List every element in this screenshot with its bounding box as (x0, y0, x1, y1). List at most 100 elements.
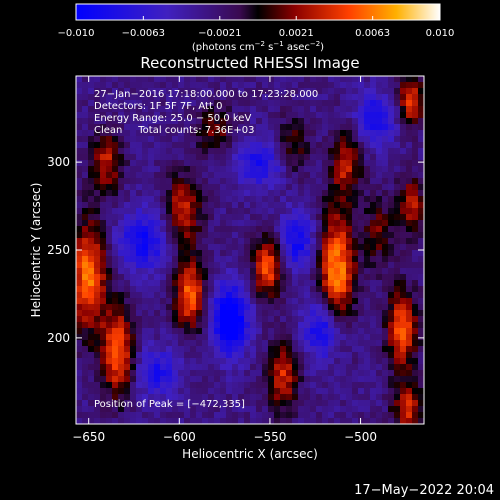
heatmap-cell (268, 226, 275, 233)
heatmap-cell (418, 334, 425, 341)
heatmap-cell (418, 250, 425, 257)
heatmap-cell (346, 166, 353, 173)
heatmap-cell (292, 154, 299, 161)
heatmap-cell (280, 388, 287, 395)
heatmap-cell (208, 310, 215, 317)
heatmap-cell (148, 142, 155, 149)
heatmap-cell (400, 328, 407, 335)
heatmap-cell (370, 406, 377, 413)
heatmap-cell (418, 214, 425, 221)
heatmap-cell (238, 292, 245, 299)
heatmap-cell (106, 340, 113, 347)
heatmap-cell (238, 106, 245, 113)
heatmap-cell (202, 172, 209, 179)
heatmap-cell (232, 298, 239, 305)
heatmap-cell (88, 334, 95, 341)
heatmap-cell (106, 352, 113, 359)
heatmap-cell (82, 82, 89, 89)
heatmap-cell (262, 316, 269, 323)
heatmap-cell (94, 172, 101, 179)
heatmap-cell (190, 190, 197, 197)
heatmap-cell (112, 142, 119, 149)
heatmap-cell (394, 112, 401, 119)
heatmap-cell (160, 274, 167, 281)
heatmap-cell (328, 310, 335, 317)
heatmap-cell (376, 346, 383, 353)
heatmap-cell (388, 142, 395, 149)
heatmap-cell (358, 196, 365, 203)
heatmap-cell (400, 394, 407, 401)
heatmap-cell (346, 124, 353, 131)
heatmap-cell (376, 286, 383, 293)
heatmap-cell (376, 154, 383, 161)
heatmap-cell (124, 364, 131, 371)
heatmap-cell (286, 94, 293, 101)
heatmap-cell (166, 322, 173, 329)
heatmap-cell (376, 124, 383, 131)
heatmap-cell (184, 340, 191, 347)
heatmap-cell (292, 388, 299, 395)
heatmap-cell (100, 280, 107, 287)
heatmap-cell (244, 340, 251, 347)
heatmap-cell (268, 286, 275, 293)
heatmap-cell (214, 262, 221, 269)
heatmap-cell (352, 214, 359, 221)
heatmap-cell (220, 328, 227, 335)
heatmap-cell (172, 286, 179, 293)
heatmap-cell (82, 304, 89, 311)
heatmap-cell (406, 406, 413, 413)
heatmap-cell (172, 250, 179, 257)
heatmap-cell (160, 340, 167, 347)
heatmap-cell (256, 316, 263, 323)
heatmap-cell (232, 274, 239, 281)
heatmap-cell (268, 208, 275, 215)
heatmap-cell (160, 88, 167, 95)
heatmap-cell (94, 238, 101, 245)
heatmap-cell (280, 196, 287, 203)
heatmap-cell (88, 76, 95, 83)
heatmap-cell (148, 202, 155, 209)
heatmap-cell (82, 316, 89, 323)
heatmap-cell (76, 142, 83, 149)
heatmap-cell (238, 256, 245, 263)
heatmap-cell (412, 172, 419, 179)
heatmap-cell (328, 100, 335, 107)
heatmap-cell (214, 148, 221, 155)
heatmap-cell (130, 184, 137, 191)
heatmap-cell (364, 142, 371, 149)
heatmap-cell (178, 250, 185, 257)
heatmap-cell (190, 280, 197, 287)
heatmap-cell (400, 262, 407, 269)
heatmap-cell (394, 238, 401, 245)
heatmap-cell (346, 202, 353, 209)
heatmap-cell (364, 292, 371, 299)
heatmap-cell (382, 316, 389, 323)
heatmap-cell (394, 178, 401, 185)
heatmap-cell (112, 274, 119, 281)
heatmap-cell (136, 334, 143, 341)
heatmap-cell (226, 136, 233, 143)
heatmap-cell (130, 394, 137, 401)
heatmap-cell (262, 160, 269, 167)
heatmap-cell (304, 274, 311, 281)
heatmap-cell (256, 190, 263, 197)
heatmap-cell (172, 304, 179, 311)
heatmap-cell (244, 166, 251, 173)
heatmap-cell (100, 82, 107, 89)
heatmap-cell (286, 352, 293, 359)
heatmap-cell (94, 268, 101, 275)
heatmap-cell (142, 154, 149, 161)
heatmap-cell (106, 322, 113, 329)
heatmap-cell (394, 274, 401, 281)
heatmap-cell (304, 244, 311, 251)
heatmap-cell (178, 400, 185, 407)
heatmap-cell (274, 220, 281, 227)
heatmap-cell (316, 412, 323, 419)
heatmap-cell (232, 310, 239, 317)
heatmap-cell (82, 76, 89, 83)
heatmap-cell (334, 400, 341, 407)
heatmap-cell (244, 262, 251, 269)
heatmap-cell (418, 124, 425, 131)
heatmap-cell (166, 178, 173, 185)
heatmap-cell (274, 130, 281, 137)
